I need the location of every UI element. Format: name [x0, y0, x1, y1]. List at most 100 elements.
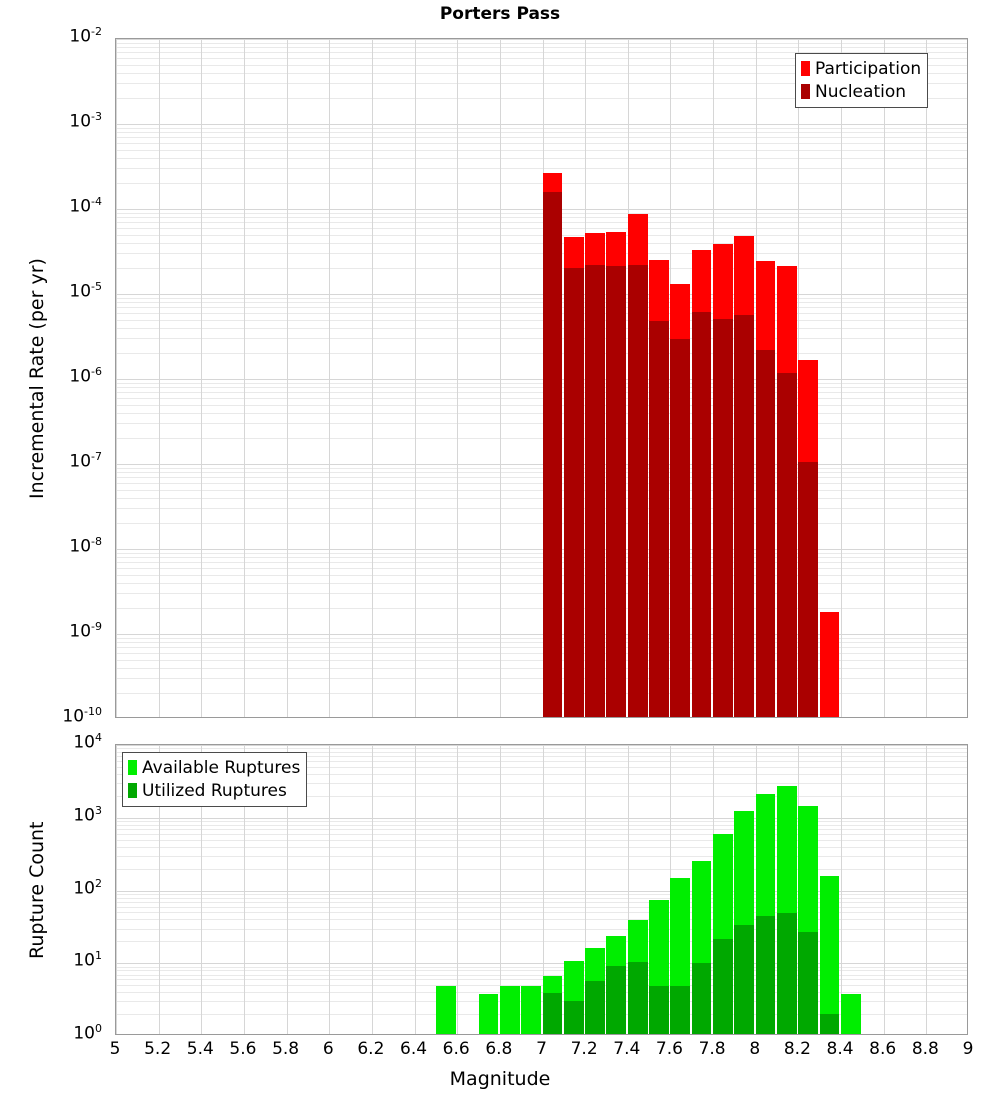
gridline-horizontal: [116, 132, 967, 134]
gridline-horizontal: [116, 974, 967, 976]
bar-segment-nucleation: [670, 339, 691, 717]
legend-swatch-icon: [128, 760, 137, 775]
gridline-horizontal: [116, 783, 967, 785]
bar: [606, 39, 627, 717]
gridline-horizontal: [116, 567, 967, 569]
gridline-horizontal: [116, 467, 967, 469]
gridline-horizontal: [116, 39, 967, 40]
gridline-vertical: [201, 745, 202, 1034]
gridline-horizontal: [116, 242, 967, 244]
y-axis-tick-label: 102: [73, 876, 102, 899]
gridline-horizontal: [116, 42, 967, 44]
gridline-horizontal: [116, 992, 967, 994]
rupture-count-plot-area: [116, 745, 967, 1034]
gridline-horizontal: [116, 824, 967, 826]
bar: [798, 39, 819, 717]
bar-segment-utilized-ruptures: [627, 962, 648, 1034]
gridline-vertical: [628, 745, 629, 1034]
gridline-horizontal: [116, 562, 967, 564]
rupture-count-panel: [115, 744, 968, 1035]
gridline-horizontal: [116, 557, 967, 559]
bar: [435, 745, 456, 1034]
gridline-horizontal: [116, 217, 967, 219]
y-axis-tick-label: 10-3: [69, 110, 102, 132]
gridline-horizontal: [116, 353, 967, 355]
gridline-vertical: [329, 745, 330, 1034]
gridline-horizontal: [116, 482, 967, 484]
y-axis-tick-label: 103: [73, 803, 102, 826]
gridline-horizontal: [116, 268, 967, 270]
legend-label: Nucleation: [815, 81, 907, 102]
bar-segment-available-ruptures: [841, 993, 861, 1034]
gridline-horizontal: [116, 157, 967, 159]
gridline-horizontal: [116, 319, 967, 321]
gridline-horizontal: [116, 312, 967, 314]
gridline-horizontal: [116, 382, 967, 384]
x-axis-tick-label: 5: [109, 1039, 121, 1059]
gridline-horizontal: [116, 795, 967, 797]
gridline-horizontal: [116, 906, 967, 908]
legend-label: Available Ruptures: [142, 757, 301, 778]
gridline-vertical: [543, 745, 544, 1034]
bar-segment-nucleation: [585, 264, 605, 717]
gridline-vertical: [457, 39, 458, 717]
gridline-horizontal: [116, 392, 967, 394]
gridline-horizontal: [116, 752, 967, 754]
gridline-horizontal: [116, 829, 967, 831]
gridline-horizontal: [116, 928, 967, 930]
bar-segment-participation: [819, 612, 840, 717]
gridline-horizontal: [116, 634, 967, 635]
gridline-horizontal: [116, 582, 967, 584]
legend-label: Utilized Ruptures: [142, 780, 287, 801]
x-axis-tick-label: 5.8: [272, 1039, 300, 1059]
gridline-horizontal: [116, 52, 967, 54]
gridline-vertical: [159, 39, 160, 717]
page-title: Porters Pass: [439, 4, 561, 24]
gridline-horizontal: [116, 497, 967, 499]
incremental-rate-plot-area: [116, 39, 967, 717]
gridline-vertical: [884, 745, 885, 1034]
bar: [691, 39, 712, 717]
gridline-vertical: [585, 745, 586, 1034]
gridline-horizontal: [116, 379, 967, 380]
gridline-vertical: [926, 39, 927, 717]
gridline-horizontal: [116, 1014, 967, 1016]
gridline-horizontal: [116, 489, 967, 491]
gridline-horizontal: [116, 302, 967, 304]
gridline-horizontal: [116, 57, 967, 59]
bar-segment-nucleation: [627, 264, 648, 717]
bar-segment-utilized-ruptures: [585, 981, 605, 1034]
gridline-vertical: [841, 39, 842, 717]
x-axis-tick-label: 7.6: [655, 1039, 683, 1059]
bar: [734, 745, 755, 1034]
bar-segment-nucleation: [713, 319, 733, 717]
gridline-horizontal: [116, 294, 967, 295]
rupture-count-y-axis-label: Rupture Count: [26, 821, 48, 959]
x-axis-tick-label: 9: [962, 1039, 974, 1059]
gridline-horizontal: [116, 647, 967, 649]
bar-segment-nucleation: [798, 462, 819, 717]
bar: [734, 39, 755, 717]
bar: [798, 745, 819, 1034]
gridline-vertical: [415, 39, 416, 717]
bar-segment-nucleation: [606, 266, 627, 717]
gridline-horizontal: [116, 127, 967, 129]
gridline-horizontal: [116, 477, 967, 479]
y-axis-tick-label: 10-5: [69, 280, 102, 302]
gridline-horizontal: [116, 297, 967, 299]
gridline-horizontal: [116, 438, 967, 440]
x-axis-tick-label: 6.6: [442, 1039, 470, 1059]
gridline-horizontal: [116, 833, 967, 835]
bar: [777, 745, 797, 1034]
gridline-horizontal: [116, 745, 967, 746]
x-axis-tick-label: 8: [749, 1039, 761, 1059]
bar: [627, 745, 648, 1034]
y-axis-tick-label: 101: [73, 949, 102, 971]
legend-item: Nucleation: [801, 80, 921, 103]
bar: [713, 745, 733, 1034]
gridline-horizontal: [116, 124, 967, 125]
bar: [691, 745, 712, 1034]
gridline-horizontal: [116, 149, 967, 151]
bar-segment-nucleation: [542, 192, 563, 717]
bar-segment-utilized-ruptures: [563, 1001, 584, 1034]
